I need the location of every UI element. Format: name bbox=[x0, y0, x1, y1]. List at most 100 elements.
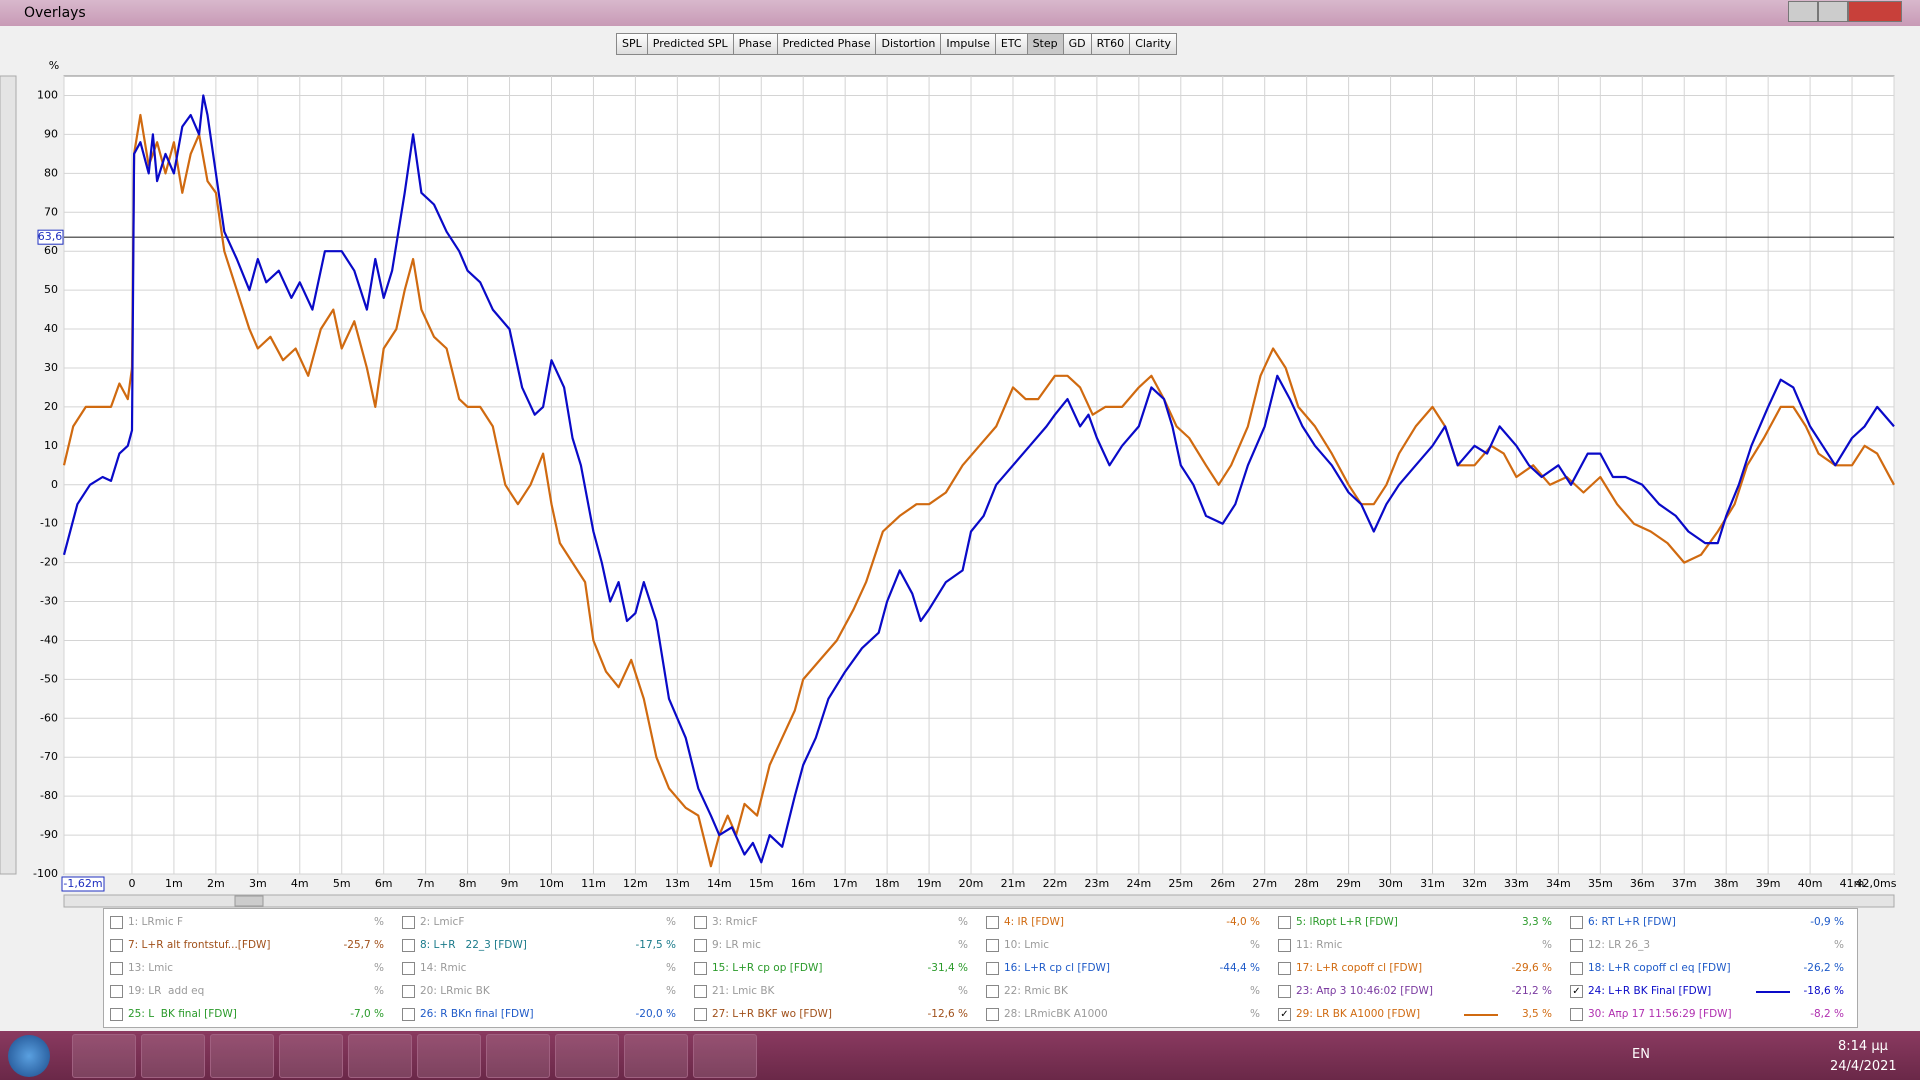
overlay-checkbox[interactable] bbox=[694, 962, 707, 975]
y-tick-label: -30 bbox=[40, 595, 58, 608]
overlay-value: % bbox=[1834, 939, 1844, 951]
tab-button[interactable]: ETC bbox=[994, 33, 1028, 55]
tab-bar: SPL Predicted SPL Phase Predicted Phase Dist… bbox=[616, 33, 1178, 55]
tab-button[interactable]: Predicted Phase bbox=[776, 33, 877, 55]
overlay-checkbox[interactable] bbox=[986, 939, 999, 952]
overlay-checkbox[interactable] bbox=[1570, 916, 1583, 929]
x-tick-label: 13m bbox=[665, 877, 690, 890]
overlay-checkbox[interactable] bbox=[110, 962, 123, 975]
overlay-checkbox[interactable] bbox=[402, 916, 415, 929]
overlay-label: 8: L+R 22_3 [FDW] bbox=[420, 939, 527, 951]
x-tick-label: 24m bbox=[1126, 877, 1151, 890]
overlay-checkbox[interactable] bbox=[402, 1008, 415, 1021]
overlay-entry: 17: L+R copoff cl [FDW] -29,6 % bbox=[1274, 957, 1564, 979]
overlay-checkbox[interactable] bbox=[402, 985, 415, 998]
overlay-label: 18: L+R copoff cl eq [FDW] bbox=[1588, 962, 1731, 974]
overlay-value: -8,2 % bbox=[1810, 1008, 1844, 1020]
tab-button[interactable]: Distortion bbox=[875, 33, 942, 55]
overlay-checkbox[interactable] bbox=[986, 1008, 999, 1021]
overlay-checkbox[interactable] bbox=[694, 985, 707, 998]
overlay-label: 22: Rmic BK bbox=[1004, 985, 1068, 997]
overlay-value: % bbox=[958, 939, 968, 951]
overlay-checkbox[interactable] bbox=[110, 916, 123, 929]
overlay-checkbox[interactable] bbox=[1570, 939, 1583, 952]
start-button[interactable] bbox=[8, 1035, 50, 1077]
overlay-entry: 9: LR mic% bbox=[690, 934, 980, 956]
x-tick-label: 6m bbox=[375, 877, 393, 890]
taskbar-icon[interactable] bbox=[693, 1034, 757, 1078]
overlay-checkbox[interactable]: ✓ bbox=[1278, 1008, 1291, 1021]
tab-button[interactable]: GD bbox=[1062, 33, 1092, 55]
data-line bbox=[62, 113, 1895, 868]
overlay-entry: 12: LR 26_3% bbox=[1566, 934, 1856, 956]
overlay-checkbox[interactable] bbox=[402, 939, 415, 952]
data-line bbox=[62, 94, 1895, 864]
taskbar-icon[interactable] bbox=[141, 1034, 205, 1078]
y-tick-label: 0 bbox=[51, 478, 58, 491]
overlay-entry: 7: L+R alt frontstuf...[FDW] -25,7 % bbox=[106, 934, 396, 956]
overlay-checkbox[interactable] bbox=[694, 1008, 707, 1021]
x-tick-label: 2m bbox=[207, 877, 225, 890]
minimize-button[interactable] bbox=[1788, 1, 1818, 22]
tab-button[interactable]: Step bbox=[1026, 33, 1064, 55]
overlay-checkbox[interactable] bbox=[1278, 916, 1291, 929]
taskbar-icon[interactable] bbox=[417, 1034, 481, 1078]
overlay-label: 27: L+R BKF wo [FDW] bbox=[712, 1008, 833, 1020]
cursor-box bbox=[37, 229, 64, 245]
plot-area bbox=[63, 75, 1895, 875]
overlay-checkbox[interactable] bbox=[1278, 985, 1291, 998]
x-tick-label: 36m bbox=[1630, 877, 1655, 890]
y-tick-label: 80 bbox=[44, 166, 58, 179]
overlay-checkbox[interactable] bbox=[694, 939, 707, 952]
overlay-label: 23: Απρ 3 10:46:02 [FDW] bbox=[1296, 985, 1433, 997]
overlay-label: 19: LR add eq bbox=[128, 985, 205, 997]
taskbar-icon[interactable] bbox=[210, 1034, 274, 1078]
y-tick-label: 70 bbox=[44, 205, 58, 218]
y-tick-label: -90 bbox=[40, 828, 58, 841]
tab-button[interactable]: Impulse bbox=[940, 33, 996, 55]
overlay-checkbox[interactable] bbox=[110, 1008, 123, 1021]
clock-date[interactable]: 24/4/2021 bbox=[1830, 1059, 1897, 1074]
x-tick-label: 34m bbox=[1546, 877, 1571, 890]
overlay-checkbox[interactable] bbox=[986, 985, 999, 998]
taskbar-icon[interactable] bbox=[72, 1034, 136, 1078]
language[interactable]: EN bbox=[1632, 1047, 1650, 1062]
taskbar-icon[interactable] bbox=[279, 1034, 343, 1078]
taskbar: EN 8:14 μμ 24/4/2021 bbox=[0, 1031, 1920, 1080]
overlay-label: 16: L+R cp cl [FDW] bbox=[1004, 962, 1111, 974]
overlay-checkbox[interactable] bbox=[110, 939, 123, 952]
tab-button[interactable]: Predicted SPL bbox=[646, 33, 734, 55]
overlay-value: % bbox=[958, 916, 968, 928]
overlay-checkbox[interactable] bbox=[1570, 1008, 1583, 1021]
overlay-entry: ✓ 29: LR BK A1000 [FDW] 3,5 % bbox=[1274, 1003, 1564, 1025]
overlay-checkbox[interactable] bbox=[402, 962, 415, 975]
overlay-checkbox[interactable] bbox=[986, 916, 999, 929]
y-unit: % bbox=[49, 60, 59, 72]
overlay-entry: 11: Rmic% bbox=[1274, 934, 1564, 956]
overlay-checkbox[interactable] bbox=[986, 962, 999, 975]
y-tick-label: 60 bbox=[44, 244, 58, 257]
taskbar-icon[interactable] bbox=[624, 1034, 688, 1078]
taskbar-icon[interactable] bbox=[486, 1034, 550, 1078]
taskbar-icon[interactable] bbox=[555, 1034, 619, 1078]
y-tick-label: 90 bbox=[44, 127, 58, 140]
overlay-value: % bbox=[1250, 1008, 1260, 1020]
overlay-checkbox[interactable]: ✓ bbox=[1570, 985, 1583, 998]
overlay-value: % bbox=[666, 985, 676, 997]
overlay-checkbox[interactable] bbox=[1570, 962, 1583, 975]
overlay-checkbox[interactable] bbox=[1278, 939, 1291, 952]
x-tick-label: 14m bbox=[707, 877, 732, 890]
overlay-checkbox[interactable] bbox=[110, 985, 123, 998]
tab-button[interactable]: Phase bbox=[732, 33, 778, 55]
tab-button[interactable]: RT60 bbox=[1090, 33, 1131, 55]
overlay-checkbox[interactable] bbox=[1278, 962, 1291, 975]
close-button[interactable] bbox=[1848, 1, 1902, 22]
overlay-label: 6: RT L+R [FDW] bbox=[1588, 916, 1676, 928]
overlay-label: 9: LR mic bbox=[712, 939, 761, 951]
tab-button[interactable]: Clarity bbox=[1129, 33, 1178, 55]
taskbar-icon[interactable] bbox=[348, 1034, 412, 1078]
overlay-checkbox[interactable] bbox=[694, 916, 707, 929]
maximize-button[interactable] bbox=[1818, 1, 1848, 22]
tab-button[interactable]: SPL bbox=[616, 33, 648, 55]
clock-time[interactable]: 8:14 μμ bbox=[1838, 1039, 1888, 1054]
